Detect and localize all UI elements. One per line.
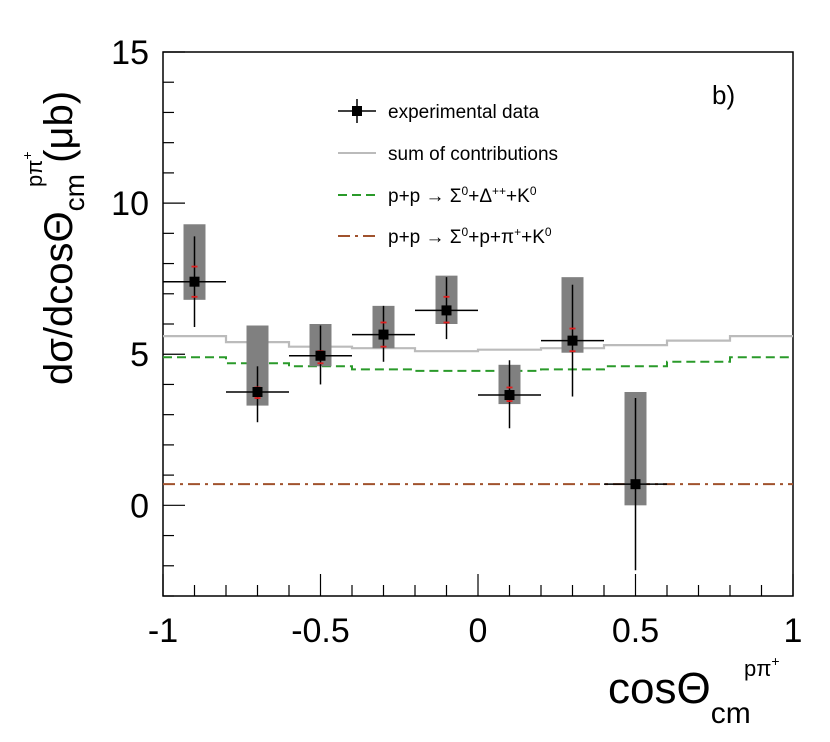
legend-label: p+p → Σ0+Δ+++K0	[388, 184, 537, 207]
legend-label: sum of contributions	[388, 144, 558, 165]
legend-entry: sum of contributions	[338, 144, 558, 165]
y-tick-label: 5	[130, 336, 149, 374]
legend-entry: experimental data	[338, 99, 539, 123]
legend-entry: p+p → Σ0+p+π++K0	[338, 225, 552, 248]
data-point	[541, 277, 604, 397]
y-axis-title: dσ/dcosΘcm (μb)	[37, 91, 90, 385]
data-point	[478, 360, 541, 429]
x-tick-label: 1	[784, 612, 803, 650]
y-tick-label: 0	[130, 487, 149, 525]
y-tick-label: 15	[111, 34, 149, 72]
data-point	[604, 392, 667, 571]
data-point	[163, 224, 226, 328]
data-point	[352, 305, 415, 362]
data-marker	[252, 387, 263, 397]
x-tick-label: 0.5	[612, 612, 659, 650]
plot-frame-rect	[162, 51, 794, 597]
data-marker	[567, 335, 578, 346]
curve-p-p-k-	[163, 356, 793, 372]
legend-label: experimental data	[388, 102, 539, 123]
data-marker	[441, 305, 452, 316]
x-tick-label: -0.5	[291, 612, 350, 650]
data-marker	[504, 390, 515, 401]
y-axis-title-group: dσ/dcosΘcm (μb)pπ+	[19, 91, 90, 385]
data-marker	[630, 479, 641, 490]
legend-entry: p+p → Σ0+Δ+++K0	[338, 184, 537, 207]
sys-error-box	[246, 325, 269, 406]
legend-symbol-marker	[352, 106, 362, 116]
x-tick-label: -1	[148, 612, 178, 650]
y-axis-title-sup: pπ+	[19, 151, 47, 187]
plot-frame	[162, 51, 794, 597]
data-points	[163, 224, 667, 571]
panel-label: b)	[712, 80, 735, 110]
x-axis-title-sup: pπ+	[744, 653, 780, 681]
curve-sum-of-contributions	[163, 334, 793, 353]
data-point	[289, 324, 352, 385]
y-tick-label: 10	[111, 185, 149, 223]
legend: experimental data sum of contributions p+p…	[338, 99, 558, 248]
data-marker	[378, 329, 389, 340]
model-curves	[163, 334, 793, 486]
data-marker	[315, 350, 326, 361]
x-tick-label: 0	[469, 612, 488, 650]
legend-label: p+p → Σ0+p+π++K0	[388, 225, 552, 248]
data-marker	[189, 276, 200, 287]
data-point	[226, 325, 289, 423]
data-point	[415, 275, 478, 340]
x-axis-title: cosΘcm	[608, 664, 751, 730]
